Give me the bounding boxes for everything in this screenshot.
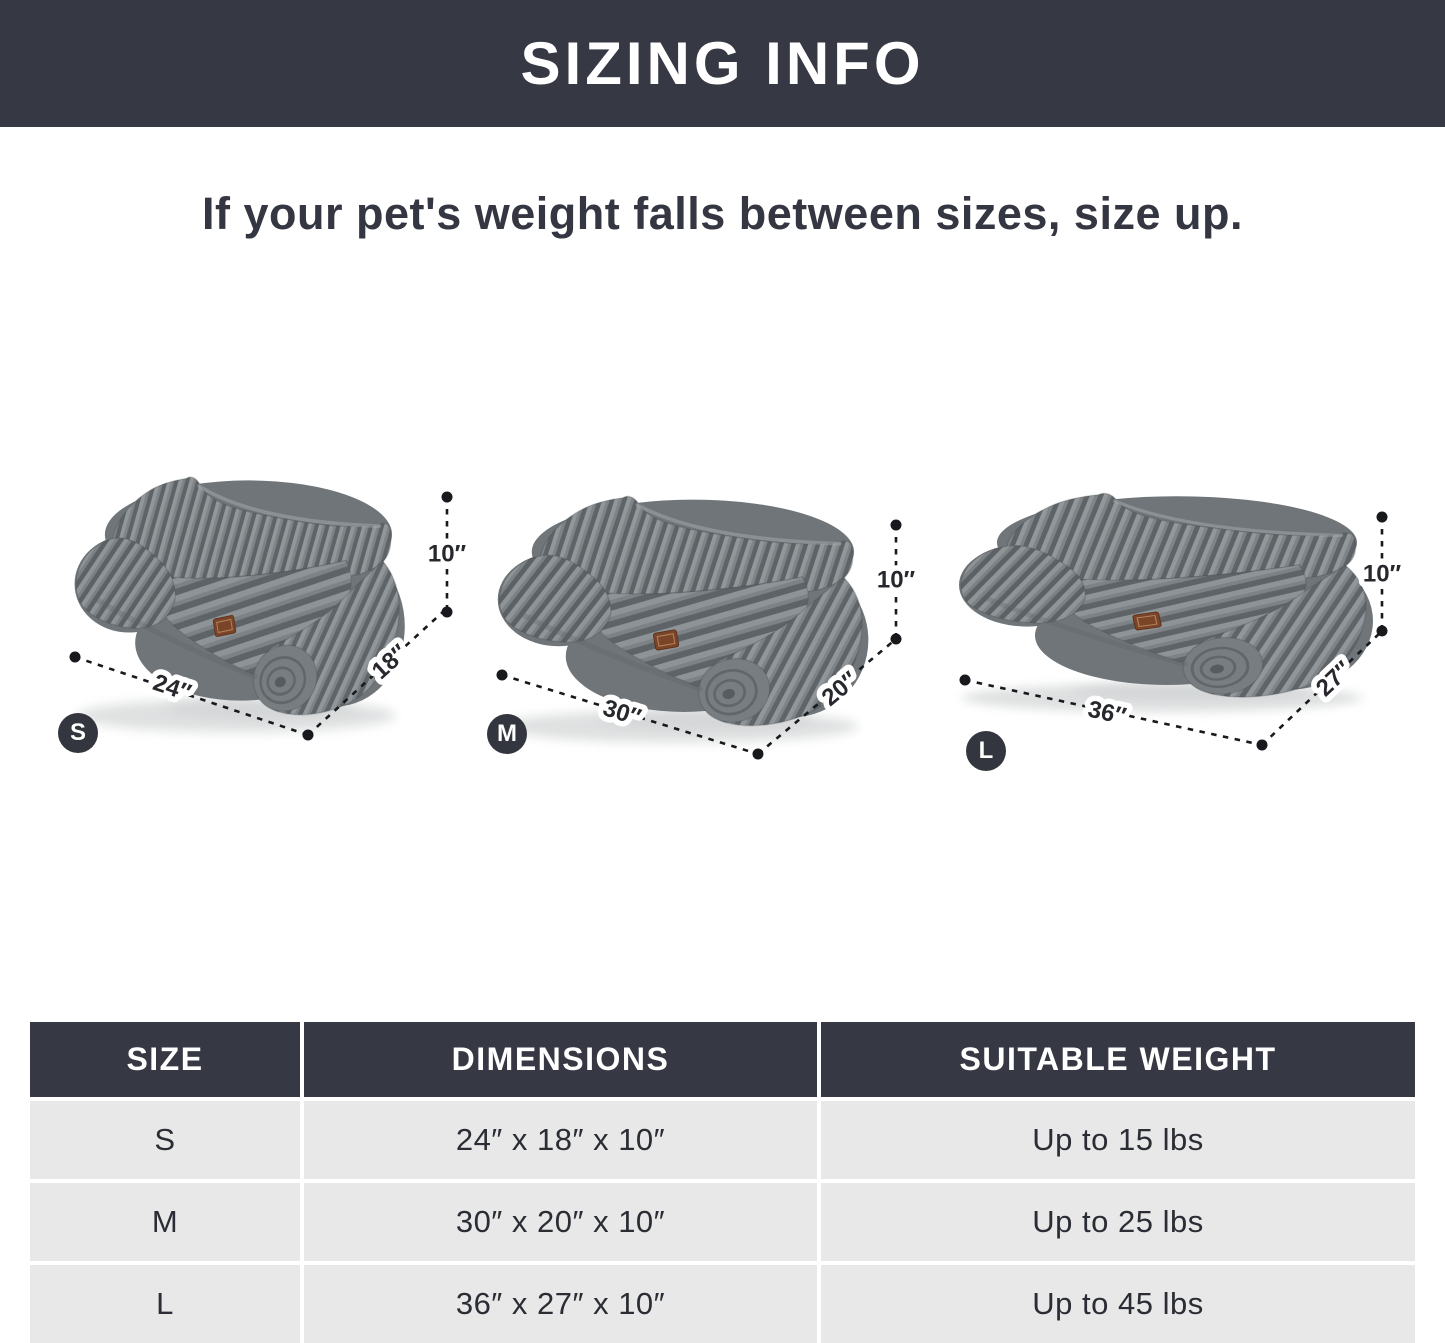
dimension-endpoint-dot [1376,625,1388,637]
dimension-endpoint-dot [69,651,81,663]
dimension-endpoint-dot [441,491,453,503]
header-banner: SIZING INFO [0,0,1445,127]
table-cell-size-m: M [30,1183,300,1261]
dimension-endpoint-dot [752,748,764,760]
table-cell-dimensions-m: 30″ x 20″ x 10″ [304,1183,817,1261]
table-cell-size-s: S [30,1101,300,1179]
bed-figure-l-svg: 10″ 36″ 27″ [930,455,1407,751]
width-dimension-line-l [964,678,1263,747]
table-cell-weight-l: Up to 45 lbs [821,1265,1415,1343]
pet-bed-illustration-l [959,493,1373,712]
table-cell-weight-s: Up to 15 lbs [821,1101,1415,1179]
dimension-endpoint-dot [1256,739,1268,751]
dimension-endpoint-dot [959,674,971,686]
size-badge-l-label: L [978,737,994,764]
dimension-endpoint-dot [890,519,902,531]
table-cell-dimensions-l: 36″ x 27″ x 10″ [304,1265,817,1343]
table-cell-weight-m: Up to 25 lbs [821,1183,1415,1261]
width-dimension-line-s [74,655,309,737]
depth-dimension-line-l [1261,630,1383,746]
subtitle: If your pet's weight falls between sizes… [202,188,1243,239]
dimension-endpoint-dot [496,669,508,681]
bed-figure-m: 10″ 30″ 20″ M [470,460,925,775]
width-dimension-line-m [501,673,759,756]
size-badge-s-label: S [69,719,86,746]
table-cell-size-l: L [30,1265,300,1343]
height-label-s: 10″ [428,541,467,568]
size-badge-m: M [487,714,527,754]
height-label-m: 10″ [877,567,916,594]
size-badge-m-label: M [497,720,517,747]
bed-figure-s: 10″ 24″ 18″ S [50,450,472,765]
dimension-endpoint-dot [302,729,314,741]
size-table-header-size: SIZE [30,1022,300,1097]
pet-bed-illustration-m [498,496,869,742]
size-table: SIZE DIMENSIONS SUITABLE WEIGHT S 24″ x … [30,1022,1415,1343]
bed-figure-s-svg: 10″ 24″ 18″ [69,450,472,741]
size-badge-s: S [58,713,98,753]
height-label-l: 10″ [1363,561,1402,588]
dimension-endpoint-dot [890,633,902,645]
size-table-header-dimensions: DIMENSIONS [304,1022,817,1097]
size-table-header-weight: SUITABLE WEIGHT [821,1022,1415,1097]
dimension-endpoint-dot [1376,511,1388,523]
page-title: SIZING INFO [520,30,925,97]
bed-figure-m-svg: 10″ 30″ 20″ [470,460,921,760]
bed-figure-l: 10″ 36″ 27″ L [930,455,1430,775]
size-badge-l: L [966,731,1006,771]
table-cell-dimensions-s: 24″ x 18″ x 10″ [304,1101,817,1179]
pet-bed-illustration-s [75,477,405,732]
dimension-endpoint-dot [441,606,453,618]
